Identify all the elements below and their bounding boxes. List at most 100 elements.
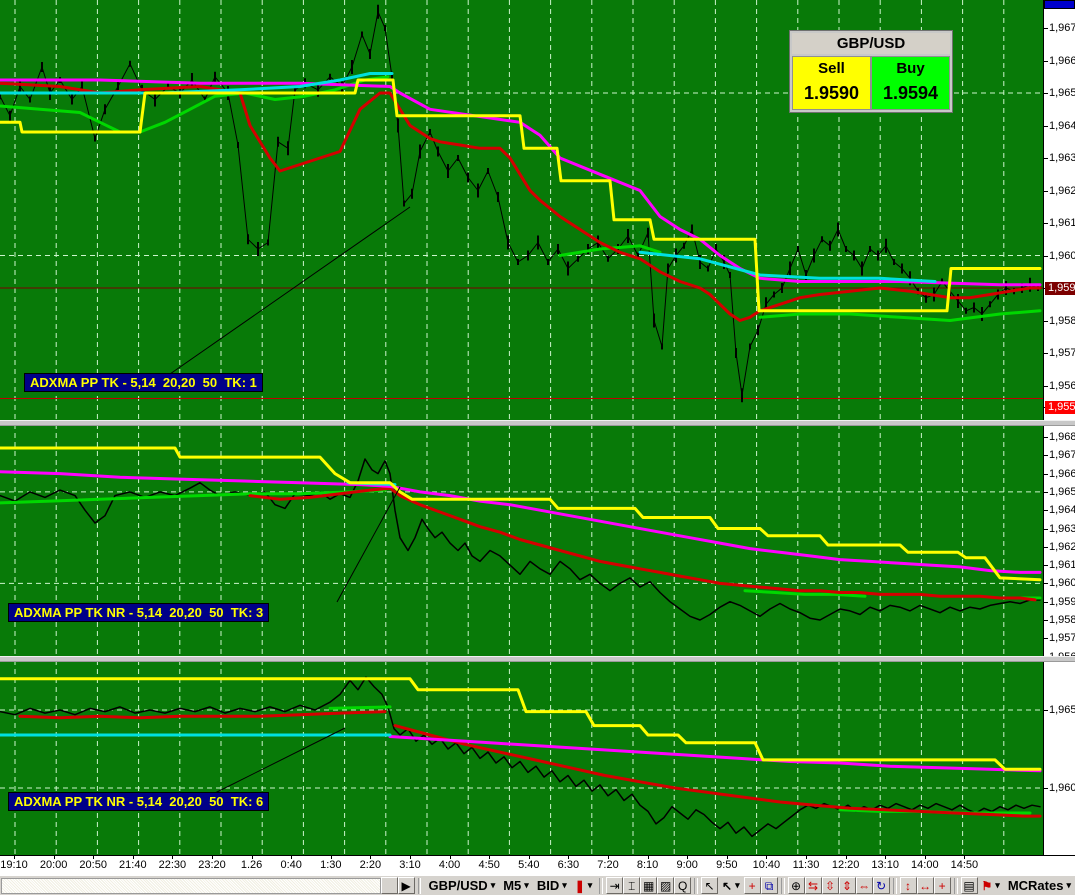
- time-tick: [410, 856, 411, 859]
- expand-vertical-button[interactable]: ↕: [899, 877, 917, 894]
- time-label: 22:30: [158, 859, 187, 871]
- price-type-dropdown[interactable]: BID ▾: [533, 877, 571, 894]
- pointer-button[interactable]: ↖: [701, 877, 719, 894]
- reset-zoom-button[interactable]: ↻: [872, 877, 890, 894]
- chart-style-dropdown[interactable]: ❚ ▾: [571, 877, 597, 894]
- dropdown-arrow-icon: ▾: [995, 880, 1000, 890]
- quote-button[interactable]: Q: [674, 877, 692, 894]
- move-chart-button[interactable]: ⇳: [821, 877, 839, 894]
- expand-both-button[interactable]: +: [933, 877, 951, 894]
- time-label: 1:30: [320, 859, 342, 871]
- price-tick: [1044, 491, 1048, 493]
- time-tick: [212, 856, 213, 859]
- timeframe-dropdown[interactable]: M5 ▾: [499, 877, 533, 894]
- chart-report-icon: ▤: [963, 878, 975, 893]
- chart-report-button[interactable]: ▤: [960, 877, 978, 894]
- dropdown-arrow-icon: ▾: [562, 880, 567, 890]
- compress-vertical-icon: ⇕: [841, 878, 853, 893]
- price-label: 1,9650: [1049, 87, 1075, 99]
- pointer-options-dropdown[interactable]: ↖ ▾: [718, 877, 744, 894]
- quote-box: GBP/USD Sell 1.9590 Buy 1.9594: [789, 30, 953, 113]
- go-to-end-button[interactable]: ⇥: [606, 877, 624, 894]
- quote-icon: Q: [678, 878, 688, 893]
- price-scale-icon: ⌶: [628, 878, 636, 893]
- symbol-dropdown-label: GBP/USD: [428, 878, 488, 893]
- time-tick: [964, 856, 966, 859]
- price-tick: [1044, 565, 1048, 567]
- time-label: 6:30: [557, 859, 580, 871]
- compress-bars-icon: ⇆: [807, 878, 819, 893]
- compress-horizontal-button[interactable]: ⇔: [855, 877, 873, 894]
- scroll-right-button[interactable]: ▶: [397, 877, 415, 894]
- arrange-windows-button[interactable]: ⧉: [760, 877, 778, 894]
- expand-horizontal-button[interactable]: ↔: [916, 877, 934, 894]
- crosshair-button[interactable]: +: [743, 877, 761, 894]
- toolbar-separator: [694, 877, 699, 894]
- objects-button[interactable]: ▨: [657, 877, 675, 894]
- price-tick: [1044, 583, 1048, 585]
- time-tick: [14, 856, 15, 859]
- objects-icon: ▨: [660, 878, 672, 893]
- series-yellow-step: [0, 78, 1042, 313]
- time-tick: [806, 856, 807, 859]
- time-label: 2:20: [359, 859, 382, 871]
- time-label: 13:10: [871, 859, 899, 871]
- panel-separator-1[interactable]: [0, 420, 1075, 426]
- series-magenta-ma: [0, 470, 1042, 574]
- indicator-label-panel1[interactable]: ADXMA PP TK - 5,14 20,20 50 TK: 1: [24, 373, 263, 392]
- series-magenta-ma: [0, 78, 1042, 287]
- price-label: 1,9660: [1049, 467, 1075, 480]
- time-label: 11:30: [792, 859, 820, 871]
- compress-bars-button[interactable]: ⇆: [804, 877, 822, 894]
- time-axis[interactable]: 19:10 20:00 20:50 21:40 22:30 23:20 1.26 0:40 1:…: [0, 855, 1075, 876]
- time-label: 21:40: [119, 859, 147, 871]
- price-label: 1,9670: [1049, 22, 1075, 34]
- price-tick: [1044, 385, 1048, 387]
- price-label: 1,9630: [1049, 522, 1075, 535]
- expand-both-icon: +: [938, 878, 946, 893]
- time-tick: [93, 856, 95, 859]
- time-label: 20:50: [79, 859, 107, 871]
- price-tick: [1044, 638, 1048, 640]
- price-tick: [1044, 473, 1048, 475]
- time-label: 12:20: [831, 859, 860, 871]
- price-tick: [1044, 93, 1048, 94]
- grid-button[interactable]: ▦: [640, 877, 658, 894]
- time-tick: [766, 856, 768, 859]
- horizontal-scrollbar[interactable]: [1, 877, 381, 894]
- compress-vertical-button[interactable]: ⇕: [838, 877, 856, 894]
- indicator-label-panel2[interactable]: ADXMA PP TK NR - 5,14 20,20 50 TK: 3: [8, 603, 270, 622]
- sell-quote-cell[interactable]: Sell 1.9590: [792, 56, 871, 110]
- time-tick: [132, 856, 134, 859]
- symbol-dropdown[interactable]: GBP/USD ▾: [424, 877, 499, 894]
- price-tick: [1044, 158, 1048, 159]
- panel-separator-2[interactable]: [0, 656, 1075, 662]
- series-red-ma: [18, 710, 1042, 818]
- price-axis[interactable]: 1,9670 1,9660 1,9650 1,9640 1,9630 1,9620 1,96…: [1043, 0, 1075, 855]
- time-label: 8:10: [636, 859, 659, 871]
- series-yellow-step: [0, 446, 1042, 582]
- price-tick: [1044, 528, 1048, 530]
- annotation-line[interactable]: [214, 727, 346, 794]
- annotation-line[interactable]: [169, 206, 411, 375]
- price-label: 1,9660: [1049, 54, 1075, 67]
- price-label: 1,9600: [1049, 249, 1075, 262]
- zoom-in-button[interactable]: ⊕: [787, 877, 805, 894]
- mcrates-menu-label: MCRates: [1007, 878, 1064, 893]
- scroll-thumb-button[interactable]: [380, 877, 398, 894]
- time-tick: [924, 856, 926, 859]
- price-tick: [1044, 601, 1048, 603]
- compress-horizontal-icon: ⇔: [858, 878, 871, 893]
- chart-panel-2[interactable]: [0, 424, 1043, 656]
- time-label: 1.26: [240, 859, 263, 871]
- indicator-label-panel3[interactable]: ADXMA PP TK NR - 5,14 20,20 50 TK: 6: [8, 792, 270, 811]
- annotation-line[interactable]: [336, 486, 401, 603]
- mcrates-menu[interactable]: MCRates ▾: [1004, 877, 1075, 894]
- rates-line-dropdown[interactable]: ⚑ ▾: [978, 877, 1004, 894]
- price-tick: [1044, 510, 1048, 512]
- buy-quote-cell[interactable]: Buy 1.9594: [871, 56, 950, 110]
- sell-label: Sell: [818, 60, 845, 77]
- price-scale-button[interactable]: ⌶: [623, 877, 641, 894]
- chart-panel-3[interactable]: [0, 660, 1043, 855]
